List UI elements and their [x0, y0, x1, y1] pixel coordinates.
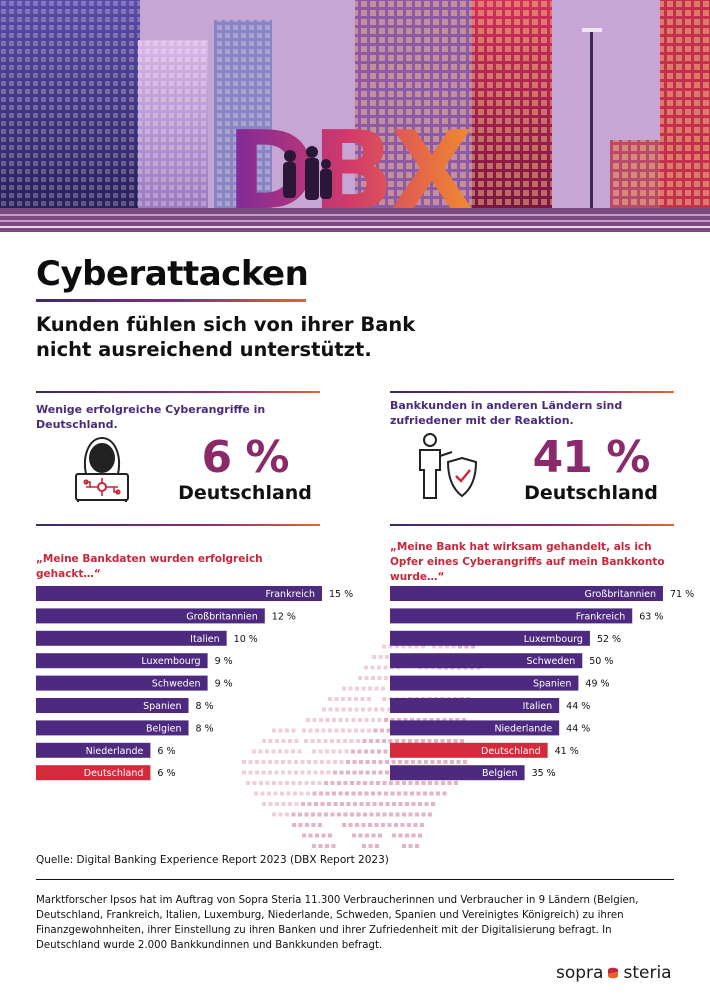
bar-value-label: 44 %: [566, 723, 590, 734]
bar-category-label: Niederlande: [86, 746, 144, 757]
bar-schweden: [36, 675, 208, 691]
bar-category-label: Belgien: [146, 723, 182, 734]
bar-value-label: 12 %: [272, 611, 296, 622]
bar-value-label: 71 %: [670, 589, 694, 600]
bar-niederlande: [36, 742, 151, 758]
bar-value-label: 35 %: [532, 768, 556, 779]
bar-category-label: Belgien: [482, 768, 518, 779]
divider: [36, 524, 320, 526]
page-title: Cyberattacken: [36, 254, 309, 294]
bar-category-label: Großbritannien: [584, 589, 656, 600]
divider: [390, 524, 674, 526]
bar-value-label: 6 %: [157, 768, 175, 779]
bar-spanien: [390, 675, 579, 691]
bar-value-label: 41 %: [555, 746, 579, 757]
title-underline: [36, 299, 306, 302]
hacker-icon: [75, 436, 129, 503]
bar-value-label: 9 %: [215, 656, 233, 667]
bar-schweden: [390, 653, 583, 669]
logo-text-left: sopra: [556, 963, 604, 983]
bar-spanien: [36, 698, 189, 713]
divider: [390, 391, 674, 393]
bar-category-label: Frankreich: [266, 589, 315, 600]
left-big-percent: 6 %: [201, 432, 289, 483]
bar-niederlande: [390, 720, 560, 736]
bar-deutschland: [36, 765, 151, 781]
bar-belgien: [36, 720, 189, 736]
bar-italien: [390, 698, 560, 713]
bar-value-label: 52 %: [597, 634, 621, 645]
bar-category-label: Schweden: [152, 679, 201, 690]
bar-großbritannien: [390, 586, 663, 601]
bar-category-label: Deutschland: [481, 746, 541, 757]
bar-value-label: 10 %: [234, 634, 258, 645]
bar-category-label: Italien: [190, 634, 220, 645]
europe-dot-map: [242, 634, 481, 848]
sopra-steria-logo: sopra steria: [556, 963, 672, 983]
footer-divider: [36, 879, 674, 880]
divider: [36, 391, 320, 393]
right-big-percent: 41 %: [532, 432, 651, 483]
bar-value-label: 15 %: [329, 589, 353, 600]
bar-belgien: [390, 765, 525, 781]
bar-value-label: 44 %: [566, 701, 590, 712]
source-note: Quelle: Digital Banking Experience Repor…: [36, 854, 389, 866]
bar-category-label: Luxembourg: [524, 634, 583, 645]
bar-deutschland: [390, 742, 548, 758]
right-panel-heading: Bankkunden in anderen Ländern sind zufri…: [390, 399, 623, 427]
left-big-country: Deutschland: [178, 482, 312, 504]
bar-category-label: Italien: [523, 701, 553, 712]
bar-value-label: 63 %: [639, 611, 663, 622]
bar-category-label: Schweden: [526, 656, 575, 667]
bar-italien: [36, 630, 227, 646]
hero-banner: DBX: [0, 0, 710, 232]
person-shield-icon: [419, 433, 478, 499]
bar-value-label: 8 %: [196, 723, 214, 734]
bar-category-label: Luxembourg: [141, 656, 200, 667]
logo-mark-icon: [608, 967, 619, 979]
bar-category-label: Niederlande: [494, 723, 552, 734]
bar-category-label: Spanien: [533, 679, 571, 690]
right-chart-quote: „Meine Bank hat wirksam gehandelt, als i…: [390, 541, 665, 583]
bar-category-label: Deutschland: [84, 768, 144, 779]
methodology-note: Marktforscher Ipsos hat im Auftrag von S…: [36, 895, 639, 951]
bar-frankreich: [390, 608, 633, 624]
logo-text-right: steria: [623, 963, 672, 983]
bar-value-label: 9 %: [215, 679, 233, 690]
bar-category-label: Großbritannien: [186, 611, 258, 622]
bar-value-label: 50 %: [589, 656, 613, 667]
bar-category-label: Spanien: [143, 701, 181, 712]
bar-großbritannien: [36, 608, 265, 624]
city-skyline-image: DBX: [0, 0, 710, 232]
right-big-country: Deutschland: [524, 482, 658, 504]
bar-value-label: 49 %: [585, 679, 609, 690]
bar-value-label: 6 %: [157, 746, 175, 757]
page-subtitle: Kunden fühlen sich von ihrer Bank nicht …: [36, 313, 416, 361]
left-panel-heading: Wenige erfolgreiche Cyberangriffe in Deu…: [36, 403, 266, 431]
left-chart-quote: „Meine Bankdaten wurden erfolgreich geha…: [36, 553, 263, 580]
bar-value-label: 8 %: [196, 701, 214, 712]
bar-luxembourg: [390, 630, 590, 646]
bar-category-label: Frankreich: [576, 611, 625, 622]
people-silhouettes: [283, 146, 332, 200]
left-bar-chart: Frankreich 15 % Großbritannien 12 % Italien 1…: [36, 586, 366, 786]
bar-frankreich: [36, 586, 322, 601]
right-bar-chart: Großbritannien 71 % Frankreich 63 % Luxembou…: [390, 586, 694, 786]
bar-luxembourg: [36, 653, 208, 669]
